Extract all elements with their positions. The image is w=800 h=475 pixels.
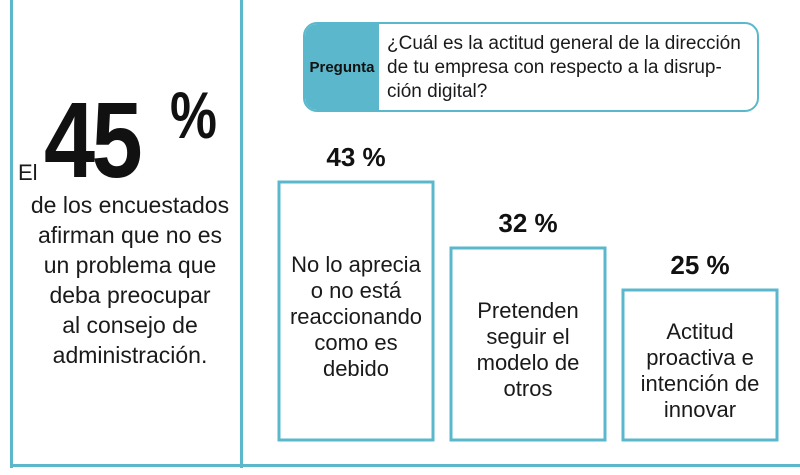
bottom-frame-line xyxy=(10,464,800,467)
bar-category-label: Pretenden seguir el modelo de otros xyxy=(476,298,580,401)
stat-value: 45 xyxy=(44,79,143,200)
question-text: ¿Cuál es la actitud general de la direcc… xyxy=(387,33,741,102)
bar-category-label: No lo aprecia o no está reaccionando com… xyxy=(289,252,423,381)
stat-description: de los encuestados afirman que no es un … xyxy=(30,192,230,368)
bar-1 xyxy=(277,180,435,442)
bar-value-label: 25 % xyxy=(670,250,730,280)
bar-3 xyxy=(621,288,779,442)
stat-unit: % xyxy=(170,78,217,152)
question-box: Pregunta ¿Cuál es la actitud general de … xyxy=(303,22,759,112)
stat-prefix: El xyxy=(18,160,38,185)
bar-category-label: Actitud proactiva e intención de innovar xyxy=(640,319,760,422)
bar-value-label: 32 % xyxy=(498,208,558,238)
panel-divider xyxy=(240,0,243,468)
bar-value-label: 43 % xyxy=(326,142,386,172)
bar-2 xyxy=(449,246,607,442)
question-label: Pregunta xyxy=(305,24,379,110)
left-frame-line xyxy=(10,0,13,468)
